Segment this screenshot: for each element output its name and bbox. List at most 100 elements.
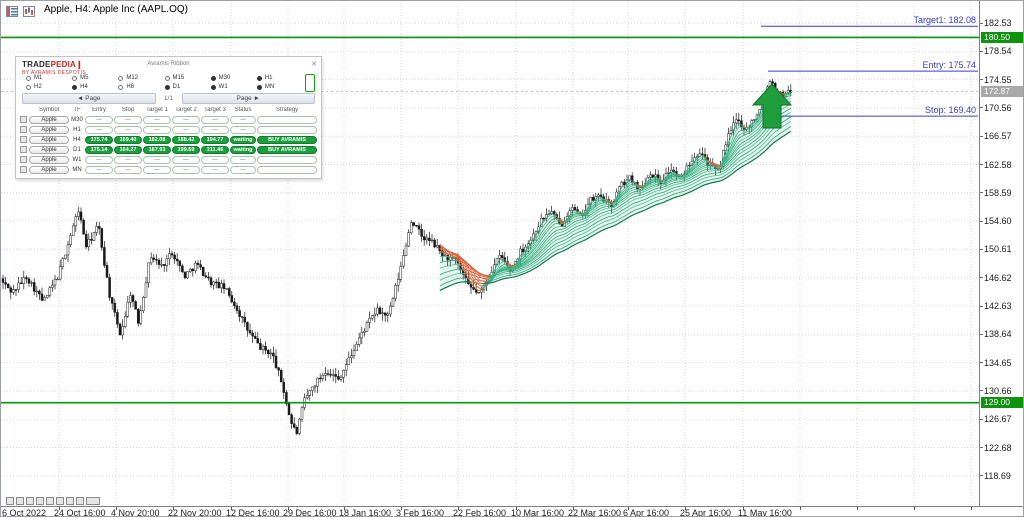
candle-body: [56, 278, 59, 281]
candle-body: [295, 427, 299, 434]
candle-body: [308, 390, 312, 396]
timeframe-label: M1: [34, 75, 43, 81]
entry-label: Entry: 175.74: [922, 60, 976, 70]
candle-body: [389, 305, 392, 315]
timeframe-option-h1[interactable]: H1: [256, 74, 303, 82]
candle-body: [672, 169, 676, 172]
row-chart-button[interactable]: [20, 156, 27, 163]
time-tick-label: 18 Jan 16:00: [339, 508, 392, 517]
candle-body: [84, 234, 88, 248]
radio-unchecked-icon[interactable]: [72, 75, 78, 81]
candle-body: [352, 350, 356, 356]
target1-cell: —: [143, 125, 171, 134]
timeframe-option-w1[interactable]: W1: [210, 83, 257, 91]
candle-body: [539, 217, 543, 228]
radio-checked-icon[interactable]: [210, 75, 216, 81]
time-tick-mark: [231, 507, 232, 510]
buy-arrow-icon[interactable]: [751, 83, 793, 129]
candle-body: [274, 355, 278, 369]
ribbon-line-bull: [439, 130, 792, 292]
candle-body: [251, 332, 254, 337]
timeframe-option-m12[interactable]: M12: [118, 74, 164, 82]
battery-status-icon: [305, 74, 315, 92]
candle-body: [285, 392, 288, 405]
mini-window-button[interactable]: [76, 497, 84, 505]
timeframe-option-m30[interactable]: M30: [210, 74, 257, 82]
column-header: Strategy: [275, 106, 299, 113]
row-chart-button[interactable]: [20, 116, 27, 123]
mini-window-button[interactable]: [16, 497, 24, 505]
symbol-button[interactable]: Apple: [29, 135, 69, 144]
price-axis[interactable]: 182.53 178.54 174.55 170.56 166.57 162.58 158.…: [979, 1, 1023, 506]
candle-body: [542, 217, 546, 220]
candle-body: [45, 294, 49, 298]
row-chart-button[interactable]: [20, 166, 27, 173]
candle-body: [729, 130, 733, 134]
mini-window-button[interactable]: [36, 497, 44, 505]
logo-trade: TRADE: [22, 60, 51, 69]
mini-window-button[interactable]: [46, 497, 54, 505]
timeframe-label: H2: [34, 84, 42, 90]
timeframe-option-h4[interactable]: H4: [72, 83, 118, 91]
timeframe-label: H4: [80, 84, 88, 90]
symbol-button[interactable]: Apple: [29, 165, 69, 174]
candle-body: [737, 119, 741, 122]
candle-body: [108, 277, 111, 298]
candle-body: [360, 332, 364, 339]
mini-window-button[interactable]: [66, 497, 74, 505]
close-icon[interactable]: ✕: [311, 61, 317, 68]
candle-body: [300, 407, 304, 420]
candle-body: [396, 279, 400, 286]
radio-checked-icon[interactable]: [210, 84, 216, 90]
radio-checked-icon[interactable]: [72, 84, 78, 90]
page-prev-button[interactable]: ◄ Page: [22, 92, 156, 104]
timeframe-option-m5[interactable]: M5: [72, 74, 118, 82]
radio-checked-icon[interactable]: [256, 75, 262, 81]
symbol-button[interactable]: Apple: [29, 145, 69, 154]
candle-body: [186, 271, 189, 279]
price-tick-label: 170.56: [984, 102, 1012, 113]
candle-body: [4, 282, 7, 285]
mini-window-button-wide[interactable]: [86, 497, 100, 505]
row-chart-button[interactable]: [20, 126, 27, 133]
radio-unchecked-icon[interactable]: [26, 75, 31, 81]
symbol-button[interactable]: Apple: [29, 115, 69, 124]
timeframe-option-mn[interactable]: MN: [256, 83, 303, 91]
candlestick-chart-icon[interactable]: [23, 4, 35, 17]
page-next-button[interactable]: Page ►: [181, 92, 315, 104]
candle-body: [727, 133, 730, 146]
timeframe-option-h2[interactable]: H2: [26, 83, 72, 91]
candle-body: [591, 197, 595, 201]
candle-body: [498, 255, 501, 259]
row-chart-button[interactable]: [20, 136, 27, 143]
price-tick-label: 154.60: [984, 216, 1012, 227]
timeframe-option-d1[interactable]: D1: [164, 83, 211, 91]
candle-body: [173, 254, 176, 260]
candle-body: [391, 297, 395, 307]
radio-checked-icon[interactable]: [256, 84, 262, 90]
timeframe-option-m1[interactable]: M1: [26, 74, 72, 82]
radio-unchecked-icon[interactable]: [118, 84, 124, 90]
mini-window-button[interactable]: [56, 497, 64, 505]
price-tick-label: 122.68: [984, 442, 1012, 453]
mini-window-button[interactable]: [6, 497, 14, 505]
radio-unchecked-icon[interactable]: [26, 84, 31, 90]
radio-unchecked-icon[interactable]: [118, 75, 124, 81]
mini-window-button[interactable]: [26, 497, 34, 505]
candle-body: [233, 301, 236, 307]
candle-body: [100, 228, 104, 248]
time-axis[interactable]: 6 Oct 2022 24 Oct 16:00 4 Nov 20:00 22 Nov …: [1, 506, 1023, 517]
market-watch-icon[interactable]: [6, 4, 18, 17]
timeframe-option-m15[interactable]: M15: [164, 74, 211, 82]
candle-body: [123, 315, 127, 327]
time-tick-label: 12 Dec 16:00: [226, 508, 280, 517]
time-tick-label: 4 Nov 20:00: [111, 508, 160, 517]
row-chart-button[interactable]: [20, 146, 27, 153]
radio-unchecked-icon[interactable]: [164, 75, 170, 81]
candle-body: [95, 226, 98, 233]
radio-checked-icon[interactable]: [164, 84, 170, 90]
symbol-button[interactable]: Apple: [29, 155, 69, 164]
symbol-button[interactable]: Apple: [29, 125, 69, 134]
timeframe-option-h6[interactable]: H6: [118, 83, 164, 91]
chart-canvas[interactable]: Target1: 182.08 Entry: 175.74 Stop: 169.40: [1, 1, 979, 506]
